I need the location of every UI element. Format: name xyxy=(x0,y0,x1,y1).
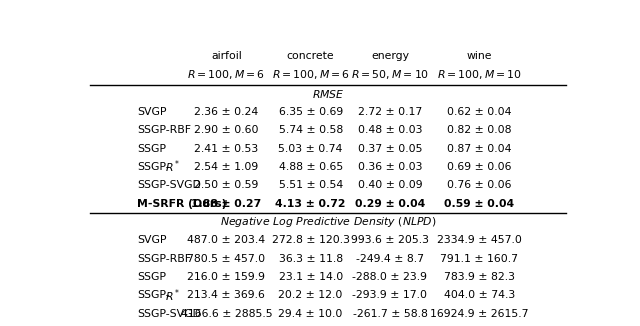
Text: 0.29 ± 0.04: 0.29 ± 0.04 xyxy=(355,199,425,209)
Text: 0.37 ± 0.05: 0.37 ± 0.05 xyxy=(358,144,422,154)
Text: $R^*$: $R^*$ xyxy=(165,159,180,175)
Text: 0.82 ± 0.08: 0.82 ± 0.08 xyxy=(447,126,511,135)
Text: SVGP: SVGP xyxy=(137,107,166,117)
Text: 0.87 ± 0.04: 0.87 ± 0.04 xyxy=(447,144,511,154)
Text: 23.1 ± 14.0: 23.1 ± 14.0 xyxy=(278,272,343,282)
Text: $\mathit{Negative\ Log\ Predictive\ Density\ (NLPD)}$: $\mathit{Negative\ Log\ Predictive\ Dens… xyxy=(220,215,436,229)
Text: SSGP-RBF: SSGP-RBF xyxy=(137,126,191,135)
Text: 2.72 ± 0.17: 2.72 ± 0.17 xyxy=(358,107,422,117)
Text: -293.9 ± 17.0: -293.9 ± 17.0 xyxy=(353,290,428,300)
Text: 0.48 ± 0.03: 0.48 ± 0.03 xyxy=(358,126,422,135)
Text: 780.5 ± 457.0: 780.5 ± 457.0 xyxy=(188,254,266,264)
Text: $R=100, M=10$: $R=100, M=10$ xyxy=(436,67,522,81)
Text: 0.59 ± 0.04: 0.59 ± 0.04 xyxy=(444,199,515,209)
Text: SSGP-: SSGP- xyxy=(137,162,170,172)
Text: 2.41 ± 0.53: 2.41 ± 0.53 xyxy=(194,144,259,154)
Text: 216.0 ± 159.9: 216.0 ± 159.9 xyxy=(188,272,266,282)
Text: SSGP: SSGP xyxy=(137,144,166,154)
Text: airfoil: airfoil xyxy=(211,51,242,61)
Text: 5.74 ± 0.58: 5.74 ± 0.58 xyxy=(278,126,343,135)
Text: 0.36 ± 0.03: 0.36 ± 0.03 xyxy=(358,162,422,172)
Text: energy: energy xyxy=(371,51,409,61)
Text: 2334.9 ± 457.0: 2334.9 ± 457.0 xyxy=(437,235,522,245)
Text: 36.3 ± 11.8: 36.3 ± 11.8 xyxy=(278,254,342,264)
Text: concrete: concrete xyxy=(287,51,335,61)
Text: 2.50 ± 0.59: 2.50 ± 0.59 xyxy=(194,180,259,190)
Text: 1.88 ± 0.27: 1.88 ± 0.27 xyxy=(191,199,262,209)
Text: 2.36 ± 0.24: 2.36 ± 0.24 xyxy=(194,107,259,117)
Text: -288.0 ± 23.9: -288.0 ± 23.9 xyxy=(353,272,428,282)
Text: 272.8 ± 120.3: 272.8 ± 120.3 xyxy=(271,235,349,245)
Text: 29.4 ± 10.0: 29.4 ± 10.0 xyxy=(278,309,343,319)
Text: M-SRFR (Ours): M-SRFR (Ours) xyxy=(137,199,227,209)
Text: 2.54 ± 1.09: 2.54 ± 1.09 xyxy=(194,162,259,172)
Text: $R^*$: $R^*$ xyxy=(165,287,180,304)
Text: 783.9 ± 82.3: 783.9 ± 82.3 xyxy=(444,272,515,282)
Text: 5.03 ± 0.74: 5.03 ± 0.74 xyxy=(278,144,343,154)
Text: SSGP-SVGD: SSGP-SVGD xyxy=(137,180,201,190)
Text: SSGP-: SSGP- xyxy=(137,290,170,300)
Text: SVGP: SVGP xyxy=(137,235,166,245)
Text: $\mathit{RMSE}$: $\mathit{RMSE}$ xyxy=(312,88,344,100)
Text: 0.69 ± 0.06: 0.69 ± 0.06 xyxy=(447,162,511,172)
Text: 20.2 ± 12.0: 20.2 ± 12.0 xyxy=(278,290,343,300)
Text: 404.0 ± 74.3: 404.0 ± 74.3 xyxy=(444,290,515,300)
Text: 993.6 ± 205.3: 993.6 ± 205.3 xyxy=(351,235,429,245)
Text: 213.4 ± 369.6: 213.4 ± 369.6 xyxy=(188,290,265,300)
Text: $R=100, M=6$: $R=100, M=6$ xyxy=(271,67,349,81)
Text: 5.51 ± 0.54: 5.51 ± 0.54 xyxy=(278,180,343,190)
Text: $R=50, M=10$: $R=50, M=10$ xyxy=(351,67,429,81)
Text: SSGP: SSGP xyxy=(137,272,166,282)
Text: 6.35 ± 0.69: 6.35 ± 0.69 xyxy=(278,107,343,117)
Text: 16924.9 ± 2615.7: 16924.9 ± 2615.7 xyxy=(430,309,529,319)
Text: 4.88 ± 0.65: 4.88 ± 0.65 xyxy=(278,162,343,172)
Text: 4.13 ± 0.72: 4.13 ± 0.72 xyxy=(275,199,346,209)
Text: 0.40 ± 0.09: 0.40 ± 0.09 xyxy=(358,180,422,190)
Text: SSGP-RBF: SSGP-RBF xyxy=(137,254,191,264)
Text: 2.90 ± 0.60: 2.90 ± 0.60 xyxy=(194,126,259,135)
Text: 487.0 ± 203.4: 487.0 ± 203.4 xyxy=(188,235,266,245)
Text: -261.7 ± 58.8: -261.7 ± 58.8 xyxy=(353,309,428,319)
Text: 791.1 ± 160.7: 791.1 ± 160.7 xyxy=(440,254,518,264)
Text: $R=100, M=6$: $R=100, M=6$ xyxy=(188,67,266,81)
Text: 0.62 ± 0.04: 0.62 ± 0.04 xyxy=(447,107,511,117)
Text: SSGP-SVGD: SSGP-SVGD xyxy=(137,309,201,319)
Text: 0.76 ± 0.06: 0.76 ± 0.06 xyxy=(447,180,511,190)
Text: wine: wine xyxy=(467,51,492,61)
Text: -249.4 ± 8.7: -249.4 ± 8.7 xyxy=(356,254,424,264)
Text: 4166.6 ± 2885.5: 4166.6 ± 2885.5 xyxy=(180,309,272,319)
